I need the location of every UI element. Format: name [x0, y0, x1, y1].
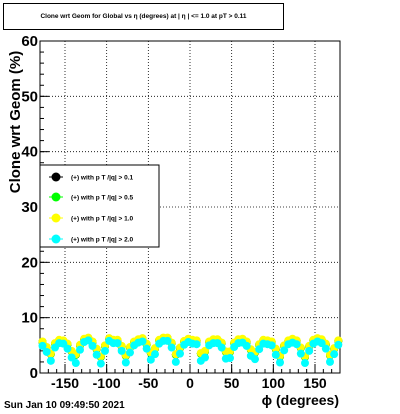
axis-ticks — [39, 40, 341, 374]
timestamp: Sun Jan 10 09:49:50 2021 — [4, 400, 125, 411]
data-point — [63, 344, 72, 353]
data-point — [146, 355, 155, 364]
data-point — [251, 355, 259, 364]
tick-labels: -150 -100 -50 0 50 100 150 0 10 20 30 40 50 60 — [21, 33, 327, 391]
data-point — [113, 339, 122, 348]
y-tick-label: 10 — [21, 310, 38, 327]
series-3 — [38, 336, 343, 368]
data-point — [255, 345, 264, 354]
data-point — [201, 346, 209, 355]
data-point — [226, 354, 234, 363]
y-tick-label: 60 — [21, 33, 38, 50]
data-point — [67, 353, 76, 362]
data-point — [126, 348, 134, 357]
data-point — [334, 340, 343, 349]
data-point — [305, 346, 314, 355]
data-point — [88, 341, 97, 350]
grid — [40, 41, 340, 373]
data-point — [317, 339, 326, 348]
data-point — [330, 350, 339, 359]
data-point — [321, 344, 330, 353]
data-point — [280, 346, 289, 355]
data-point — [217, 343, 226, 352]
data-point — [92, 350, 101, 359]
x-tick-label: 0 — [186, 375, 194, 391]
data-point — [167, 343, 176, 352]
x-tick-label: -50 — [138, 375, 158, 391]
data-point — [267, 341, 276, 350]
data-point — [192, 340, 201, 349]
data-point — [326, 357, 334, 366]
y-tick-label: 30 — [21, 199, 38, 216]
data-point — [84, 336, 93, 345]
data-point — [176, 349, 184, 358]
data-point — [138, 337, 147, 346]
x-tick-label: 100 — [262, 375, 286, 391]
data-point — [296, 349, 305, 358]
y-tick-label: 20 — [21, 254, 38, 271]
legend-entry-label: (+) with p T /|q| > 2.0 — [71, 237, 134, 244]
x-tick-label: -150 — [51, 375, 79, 391]
data-point — [101, 346, 109, 355]
data-point — [76, 345, 84, 354]
data-point — [151, 350, 159, 359]
data-point — [42, 347, 51, 356]
x-tick-label: 50 — [224, 375, 240, 391]
data-point — [117, 346, 126, 355]
data-point — [292, 340, 301, 349]
chart-title: Clone wrt Geom for Global vs η (degrees)… — [40, 13, 247, 20]
x-axis-label: ϕ (degrees) — [262, 392, 339, 408]
x-tick-label: 150 — [303, 375, 327, 391]
data-points — [38, 333, 343, 368]
data-point — [142, 344, 151, 353]
y-tick-label: 40 — [21, 144, 38, 161]
data-point — [96, 359, 105, 368]
legend-entry-label: (+) with p T /|q| > 0.1 — [71, 175, 134, 182]
data-point — [201, 353, 209, 362]
y-axis-label: Clone wrt Geom (%) — [7, 51, 24, 194]
data-point — [301, 359, 309, 368]
data-point — [38, 341, 47, 350]
legend-entry-label: (+) with p T /|q| > 1.0 — [71, 216, 134, 223]
data-point — [271, 350, 280, 359]
data-point — [71, 359, 80, 368]
y-tick-label: 50 — [21, 88, 38, 105]
x-tick-label: -100 — [93, 375, 121, 391]
data-point — [171, 357, 180, 366]
data-point — [242, 341, 251, 350]
data-point — [46, 356, 55, 365]
legend-entry-label: (+) with p T /|q| > 0.5 — [71, 195, 134, 202]
data-point — [121, 358, 130, 367]
data-point — [163, 336, 172, 345]
y-tick-label: 0 — [30, 365, 38, 382]
chart-title-box: Clone wrt Geom for Global vs η (degrees)… — [3, 3, 284, 30]
data-point — [276, 358, 284, 367]
legend: (+) with p T /|q| > 0.1 (+) with p T /|q|… — [39, 164, 160, 248]
